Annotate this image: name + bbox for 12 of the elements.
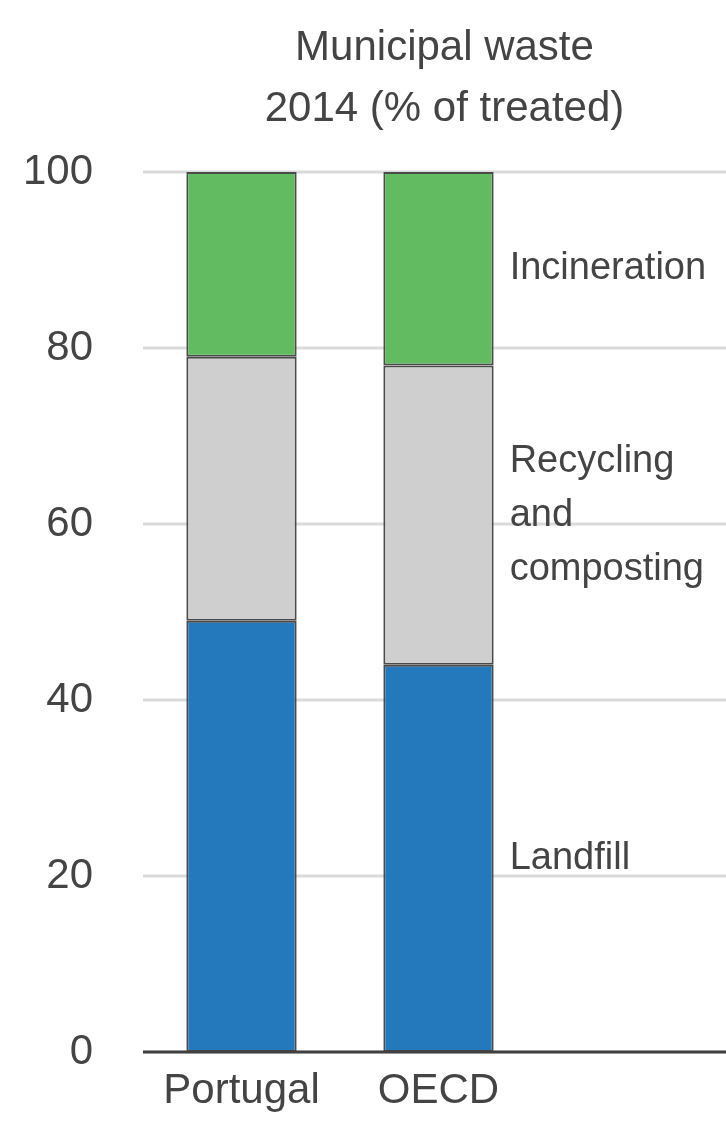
series-label: Landfill <box>509 834 631 877</box>
series-label: Recycling and composting <box>509 437 704 588</box>
y-tick-label: 20 <box>46 849 93 897</box>
y-tick-label: 80 <box>46 321 93 369</box>
y-tick-label: 100 <box>22 145 93 193</box>
x-tick-label: Portugal <box>163 1064 320 1112</box>
chart-title: Municipal waste 2014 (% of treated) <box>264 22 625 130</box>
y-tick-label: 60 <box>46 497 93 545</box>
y-tick-label: 40 <box>46 673 93 721</box>
series-label: Incineration <box>509 245 707 288</box>
y-tick-label: 0 <box>69 1025 93 1073</box>
x-tick-label: OECD <box>377 1064 500 1112</box>
